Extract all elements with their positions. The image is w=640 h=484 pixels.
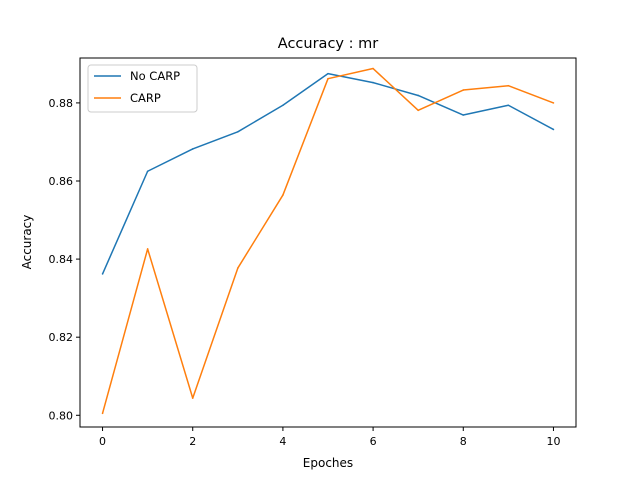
x-tick-label: 2 [189, 435, 196, 448]
data-point [507, 84, 510, 87]
data-point [327, 77, 329, 80]
data-point [191, 397, 194, 399]
data-point [237, 131, 239, 133]
series-layer [101, 67, 555, 415]
y-tick-label: 0.84 [49, 253, 74, 266]
data-point [462, 89, 465, 91]
data-point [101, 273, 104, 275]
x-tick-label: 10 [546, 435, 560, 448]
data-point [282, 194, 284, 196]
x-tick-label: 4 [279, 435, 286, 448]
data-point [101, 412, 104, 415]
data-point [191, 148, 194, 150]
y-axis-label: Accuracy [20, 215, 34, 270]
data-point [372, 67, 374, 70]
data-point [552, 128, 555, 131]
ticks-layer: 0 2 4 6 8 10 0.80 0.82 0.84 0.86 0.88 [49, 97, 561, 448]
axes-frame [79, 57, 577, 428]
data-point [417, 94, 419, 97]
x-tick-label: 0 [99, 435, 106, 448]
x-axis-label: Epoches [303, 456, 353, 470]
legend: No CARP CARP [87, 64, 198, 113]
data-point [327, 72, 329, 75]
y-tick-label: 0.86 [49, 175, 74, 188]
y-tick-label: 0.88 [49, 97, 74, 110]
x-tick-label: 6 [370, 435, 377, 448]
x-tick-label: 8 [460, 435, 467, 448]
legend-label: No CARP [130, 69, 180, 83]
chart-title: Accuracy : mr [278, 36, 378, 52]
data-point [417, 109, 419, 112]
y-tick-label: 0.80 [49, 409, 74, 422]
data-point [146, 248, 149, 250]
data-point [507, 104, 510, 107]
data-point [552, 102, 555, 104]
data-point [282, 104, 284, 107]
y-tick-label: 0.82 [49, 331, 74, 344]
data-point [372, 81, 374, 84]
data-point [462, 114, 465, 116]
data-point [237, 267, 239, 269]
legend-label: CARP [130, 91, 161, 105]
data-point [146, 170, 149, 173]
